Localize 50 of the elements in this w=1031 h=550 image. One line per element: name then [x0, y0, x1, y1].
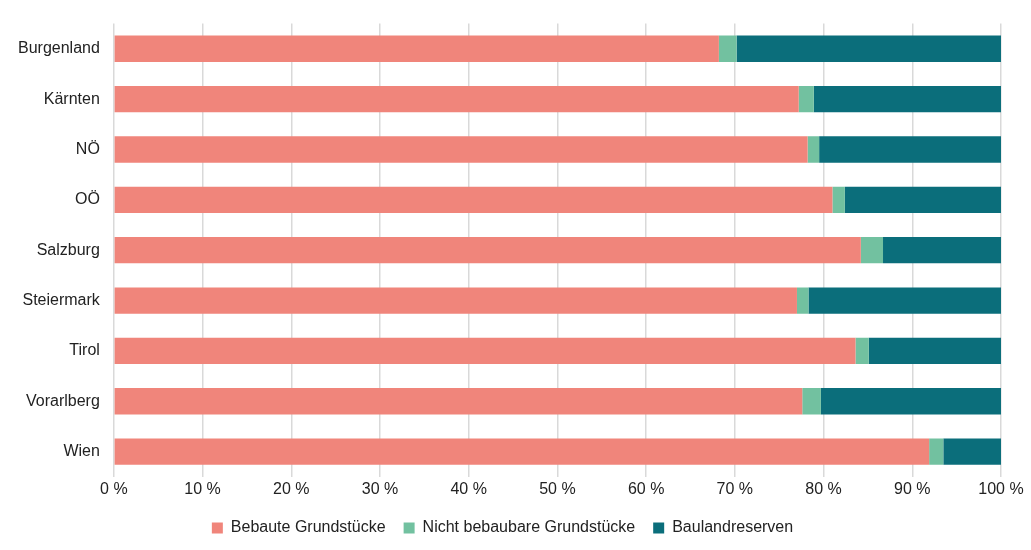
bar — [860, 237, 884, 264]
legend-label: Nicht bebaubare Grundstücke — [422, 518, 636, 536]
x-tick-label: 60 % — [627, 479, 665, 497]
bar — [943, 438, 1001, 465]
bar — [114, 438, 930, 465]
x-tick-label: 0 % — [100, 479, 128, 497]
bar — [868, 337, 1001, 365]
y-tick-label: Burgenland — [18, 39, 100, 57]
bar — [819, 136, 1001, 163]
bar — [114, 186, 833, 213]
bar — [114, 85, 799, 113]
x-tick-label: 100 % — [978, 479, 1024, 497]
bar — [114, 337, 856, 365]
bar — [807, 136, 820, 163]
bar — [796, 287, 809, 314]
bar — [813, 85, 1001, 113]
bar — [114, 35, 719, 62]
y-tick-label: Kärnten — [43, 89, 100, 107]
x-tick-label: 20 % — [273, 479, 310, 497]
bar — [820, 388, 1001, 415]
bar — [718, 35, 737, 62]
x-tick-label: 90 % — [894, 479, 931, 497]
y-tick-label: Tirol — [69, 341, 100, 359]
bar — [883, 237, 1001, 264]
bar — [798, 85, 814, 113]
x-tick-label: 50 % — [539, 479, 576, 497]
bar — [114, 136, 808, 163]
y-tick-label: Wien — [63, 442, 100, 460]
bar — [114, 287, 797, 314]
bar — [855, 337, 869, 365]
x-tick-label: 30 % — [361, 479, 399, 497]
bar — [808, 287, 1001, 314]
bar — [832, 186, 845, 213]
y-tick-label: Salzburg — [36, 240, 100, 258]
x-tick-label: 10 % — [184, 479, 221, 497]
legend-label: Bebaute Grundstücke — [230, 518, 386, 536]
legend-label: Baulandreserven — [672, 518, 794, 536]
x-tick-label: 70 % — [716, 479, 754, 497]
bar — [844, 186, 1001, 213]
bar — [114, 237, 861, 264]
bar — [802, 388, 821, 415]
y-tick-label: OÖ — [74, 190, 100, 208]
x-tick-label: 80 % — [805, 479, 842, 497]
y-tick-label: Steiermark — [22, 290, 101, 308]
y-tick-label: Vorarlberg — [26, 391, 100, 409]
bar — [114, 388, 803, 415]
x-tick-label: 40 % — [450, 479, 487, 497]
bar — [736, 35, 1001, 62]
bar — [929, 438, 944, 465]
y-tick-label: NÖ — [75, 139, 100, 157]
